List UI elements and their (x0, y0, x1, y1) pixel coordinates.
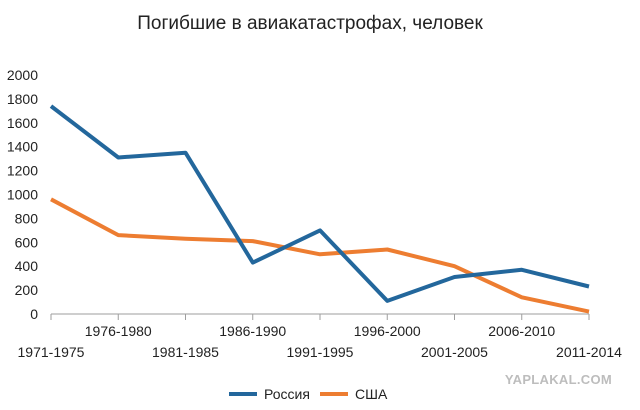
y-tick-label: 2000 (7, 67, 38, 83)
x-tick-label: 1991-1995 (287, 344, 354, 360)
y-tick-label: 400 (15, 258, 39, 274)
y-tick-label: 0 (30, 306, 38, 322)
legend-label: Россия (264, 386, 310, 402)
y-tick-label: 800 (15, 210, 39, 226)
series-line-1 (50, 197, 590, 314)
y-tick-label: 1400 (7, 139, 38, 155)
x-tick-label: 2011-2014 (556, 344, 622, 360)
x-tick-label: 1996-2000 (354, 323, 421, 339)
y-tick-label: 200 (15, 282, 39, 298)
y-tick-label: 1000 (7, 187, 38, 203)
series-layer (49, 104, 590, 314)
x-tick-label: 1981-1985 (152, 344, 219, 360)
watermark: YAPLAKAL.COM (505, 372, 612, 387)
series-line-0 (49, 104, 590, 303)
x-axis-ticks: 1971-19751976-19801981-19851986-19901991… (18, 314, 622, 360)
x-tick-label: 2006-2010 (488, 323, 555, 339)
x-tick-label: 1971-1975 (18, 344, 85, 360)
legend-label: США (355, 386, 388, 402)
y-tick-label: 600 (15, 234, 39, 250)
y-tick-label: 1200 (7, 163, 38, 179)
chart-title: Погибшие в авиакатастрофах, человек (137, 13, 483, 34)
x-tick-label: 1976-1980 (85, 323, 152, 339)
y-tick-label: 1800 (7, 91, 38, 107)
x-tick-label: 1986-1990 (219, 323, 286, 339)
legend: Россия США (229, 386, 388, 402)
y-tick-label: 1600 (7, 115, 38, 131)
x-tick-label: 2001-2005 (421, 344, 488, 360)
